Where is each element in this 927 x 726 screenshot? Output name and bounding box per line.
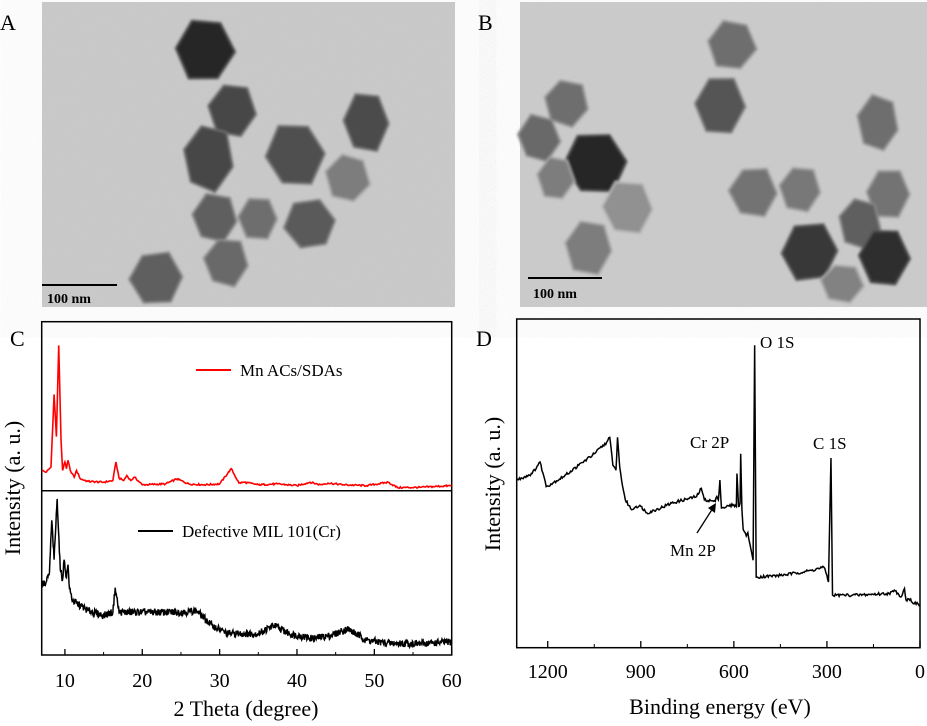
xrd-plot-frame bbox=[40, 320, 453, 656]
panel-label-c: C bbox=[10, 326, 25, 351]
panel-label-d: D bbox=[476, 326, 492, 351]
tem-particle bbox=[693, 77, 747, 134]
xps-plot-frame bbox=[515, 318, 921, 649]
annotation-o1s: O 1S bbox=[760, 333, 794, 352]
xrd-x-tick-label: 40 bbox=[287, 670, 307, 692]
xps-chart: 1200 900 600 300 0 O 1S Cr 2P C 1S Mn 2P Bin… bbox=[480, 318, 925, 719]
xrd-x-tick-label: 60 bbox=[442, 670, 462, 692]
tem-particle bbox=[600, 181, 654, 235]
tem-particle bbox=[536, 156, 576, 200]
tem-particle bbox=[819, 264, 866, 304]
xps-x-tick-label: 1200 bbox=[528, 661, 568, 683]
xps-x-axis-label: Binding energy (eV) bbox=[629, 694, 811, 719]
annotation-cr2p: Cr 2P bbox=[690, 433, 729, 452]
tem-particle bbox=[516, 113, 562, 163]
tem-particle bbox=[562, 133, 628, 193]
xps-x-tick-label: 600 bbox=[719, 661, 749, 683]
tem-particle bbox=[202, 238, 249, 288]
tem-particle bbox=[780, 223, 839, 282]
xrd-x-tick-label: 20 bbox=[132, 670, 152, 692]
tem-particle bbox=[282, 198, 337, 249]
xrd-series-mn-acs-sdas bbox=[41, 345, 452, 490]
tem-particle bbox=[236, 197, 279, 240]
scale-bar-label-a: 100 nm bbox=[47, 292, 91, 307]
tem-image-b: 100 nm bbox=[516, 2, 927, 307]
tem-particle bbox=[727, 167, 779, 218]
tem-particle bbox=[857, 229, 912, 286]
xps-x-tick-label: 300 bbox=[812, 661, 842, 683]
tem-particle bbox=[706, 19, 758, 70]
xrd-y-axis-label: Intensity (a. u.) bbox=[0, 421, 25, 555]
legend-label-mil: Defective MIL 101(Cr) bbox=[182, 522, 341, 541]
annotation-mn2p: Mn 2P bbox=[670, 541, 716, 560]
tem-particle bbox=[174, 19, 237, 80]
scale-bar-label-b: 100 nm bbox=[533, 287, 577, 302]
xrd-x-tick-label: 50 bbox=[364, 670, 384, 692]
panel-label-a: A bbox=[0, 10, 16, 35]
tem-image-a: 100 nm bbox=[42, 2, 455, 307]
xps-x-tick-label: 0 bbox=[915, 661, 925, 683]
xrd-x-tick-label: 10 bbox=[55, 670, 75, 692]
xps-y-axis-label: Intensity (a. u.) bbox=[480, 417, 505, 551]
xrd-x-axis-label: 2 Theta (degree) bbox=[174, 696, 319, 721]
xps-survey-series bbox=[516, 345, 921, 607]
tem-particle bbox=[342, 93, 390, 153]
panel-label-b: B bbox=[478, 10, 493, 35]
xrd-chart: 10 20 30 40 50 60 Mn ACs/SDAs Defective MIL 1… bbox=[0, 320, 462, 721]
tem-particle bbox=[182, 125, 234, 194]
tem-particle bbox=[127, 251, 184, 304]
tem-particle bbox=[778, 166, 822, 213]
legend-label-mn: Mn ACs/SDAs bbox=[240, 361, 343, 380]
annotation-c1s: C 1S bbox=[813, 434, 847, 453]
tem-particle bbox=[191, 192, 238, 243]
xrd-series-defective-mil101 bbox=[40, 498, 453, 650]
tem-particle bbox=[264, 124, 327, 185]
xrd-x-tick-label: 30 bbox=[210, 670, 230, 692]
tem-particle bbox=[564, 220, 613, 276]
tem-particle bbox=[324, 153, 372, 203]
mn2p-arrow bbox=[696, 503, 716, 534]
tem-particle bbox=[856, 93, 899, 152]
xps-x-tick-label: 900 bbox=[626, 661, 656, 683]
